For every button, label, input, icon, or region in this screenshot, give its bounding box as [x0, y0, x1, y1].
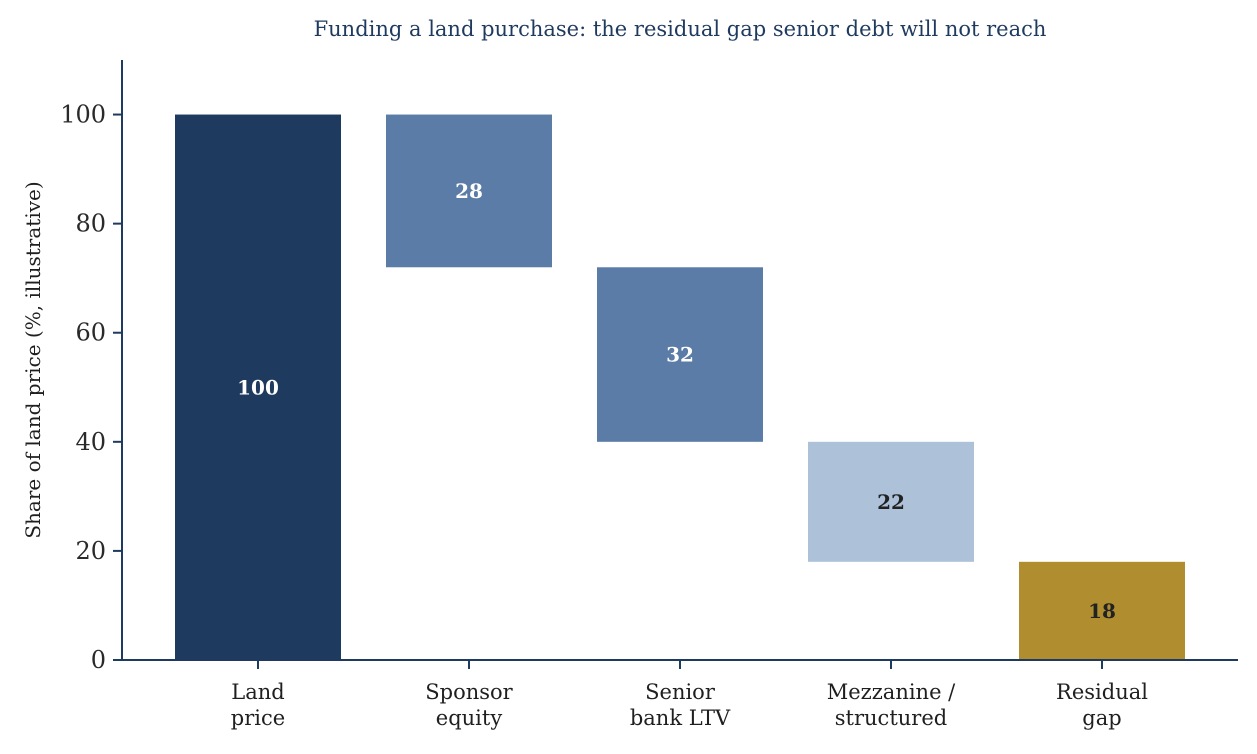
- bar-value-label: 18: [1088, 599, 1116, 623]
- y-tick-label: 60: [75, 319, 106, 347]
- bar-1: [175, 114, 341, 660]
- bar-value-label: 100: [237, 375, 279, 399]
- y-tick-label: 0: [91, 646, 106, 674]
- y-tick-label: 20: [75, 537, 106, 565]
- bar-3: [597, 267, 763, 442]
- chart-title: Funding a land purchase: the residual ga…: [314, 17, 1047, 41]
- y-axis: 0 20 40 60 80 100: [60, 60, 123, 674]
- bar-value-label: 32: [666, 343, 694, 367]
- y-tick-label: 40: [75, 428, 106, 456]
- y-axis-label: Share of land price (%, illustrative): [21, 181, 45, 538]
- bar-4: [808, 441, 974, 562]
- x-tick-label: Land price: [231, 680, 285, 730]
- bar-value-label: 28: [455, 179, 483, 203]
- x-tick-label: Sponsor equity: [425, 680, 513, 730]
- bar-2: [386, 114, 552, 268]
- y-tick-label: 80: [75, 210, 106, 238]
- x-axis: Land price Sponsor equity Senior bank LTV Mezz…: [122, 659, 1238, 730]
- y-tick-label: 100: [60, 101, 106, 129]
- x-tick-label: Residual gap: [1056, 680, 1148, 730]
- bar-value-label: 22: [877, 490, 905, 514]
- x-tick-label: Mezzanine / structured: [827, 680, 956, 730]
- x-tick-label: Senior bank LTV: [630, 680, 731, 730]
- bar-5: [1019, 561, 1185, 660]
- bars: 100 28 32 22 18: [175, 114, 1185, 660]
